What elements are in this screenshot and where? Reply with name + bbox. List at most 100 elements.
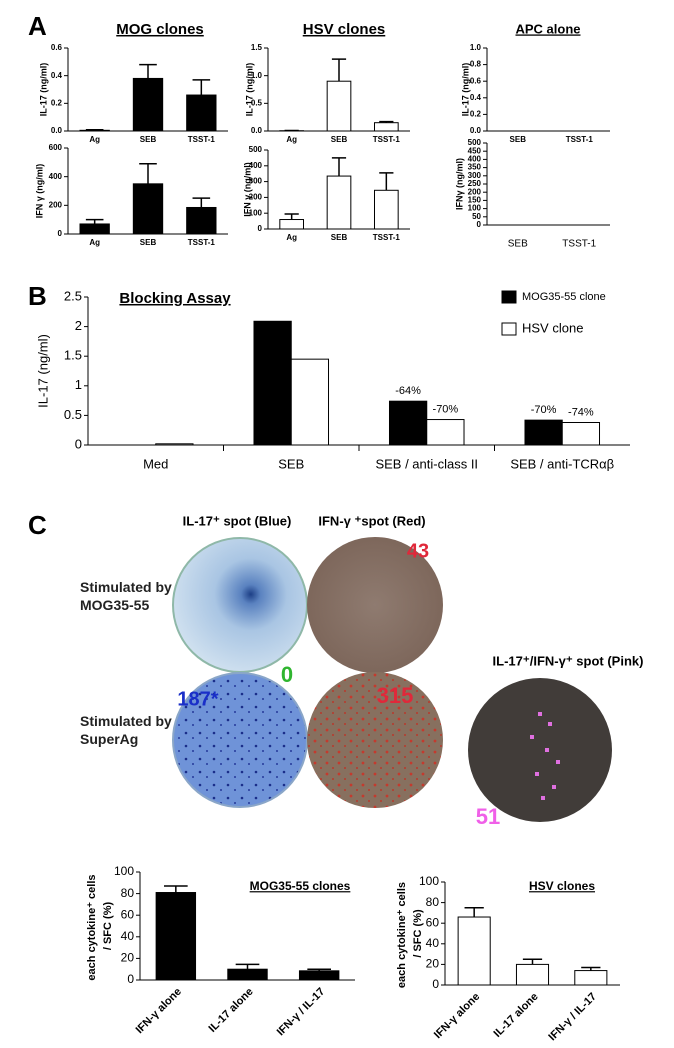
x-tick-label: Ag [89,135,100,144]
y-tick-label: 400 [49,172,63,181]
bar [253,320,292,446]
y-tick-label: 0.0 [251,126,263,135]
pink-spots [530,712,560,800]
bar [132,183,164,235]
x-tick-label: SEB [140,135,157,144]
legend-label: HSV clone [522,320,583,335]
y-tick-label: 60 [426,915,440,929]
error-bar [379,172,394,191]
x-tick-label: IFN-γ / IL-17 [275,986,328,1039]
well-image [172,537,308,673]
y-axis-label: IL-17 (ng/ml) [244,63,254,117]
error-bar [164,885,188,893]
y-tick-label: 500 [249,145,263,154]
y-tick-label: 0.0 [51,126,63,135]
y-tick-label: 0 [477,220,482,229]
y-tick-label: 0.6 [470,76,482,85]
y-axis-label: each cytokine⁺ cells / SFC (%) [396,879,424,988]
bar [186,206,217,235]
y-axis-label: IFN γ (ng/ml) [242,162,252,217]
y-tick-label: 300 [468,171,482,180]
x-tick-label: TSST-1 [188,238,216,247]
bar [426,419,465,446]
y-tick-label: 1 [75,377,82,392]
y-tick-label: 350 [468,163,482,172]
x-tick-label: SEB [508,239,528,250]
y-tick-label: 0 [432,977,439,991]
y-axis-label-line: / SFC (%) [412,909,424,958]
y-tick-label: 0.2 [51,98,63,107]
error-bar [85,129,104,131]
x-tick-label: SEB [331,233,348,242]
y-tick-label: 0 [58,229,63,238]
x-tick-label: IFN-γ alone [432,991,482,1041]
bar [298,970,340,981]
x-tick-label: TSST-1 [373,135,401,144]
y-tick-label: 40 [121,929,135,943]
error-bar [379,120,394,123]
error-bar [284,213,299,220]
legend-swatch [501,290,517,304]
spot-count: 51 [476,804,500,829]
x-tick-label: Ag [89,238,100,247]
y-tick-label: 20 [121,951,135,965]
y-tick-label: 0.5 [251,98,263,107]
x-tick-label: Med [143,456,168,471]
x-tick-label: SEB [331,135,348,144]
y-tick-label: 60 [121,907,135,921]
error-bar [192,197,211,208]
error-bar [307,968,331,971]
y-tick-label: 1.5 [251,43,263,52]
bar [374,122,399,132]
y-tick-label: 0 [127,972,134,986]
bar-annotation: -70% [433,403,459,415]
y-axis-label: IL-17 (ng/ml) [460,63,470,117]
legend-swatch [501,322,517,336]
y-tick-label: 200 [49,200,63,209]
x-tick-label: IFN-γ alone [134,986,184,1036]
well-image [307,672,443,808]
y-tick-label: 0.8 [470,60,482,69]
x-tick-label: IFN-γ / IL-17 [546,991,599,1044]
error-bar [522,958,543,965]
well-image [468,678,612,822]
y-tick-label: 100 [114,864,134,878]
spot-count: 187* [177,688,218,710]
x-tick-label: Ag [286,233,297,242]
y-axis-label: IL-17 (ng/ml) [35,334,50,408]
y-tick-label: 20 [426,957,440,971]
well-column-title: IFN-γ ⁺spot (Red) [318,513,425,528]
error-bar [85,218,104,224]
y-tick-label: 300 [249,177,263,186]
bar [457,916,491,986]
chart-title: APC alone [515,21,580,36]
x-tick-label: Ag [286,135,297,144]
x-tick-label: TSST-1 [373,233,401,242]
panel-label: A [28,11,47,41]
error-bar [331,58,347,82]
bar [561,422,601,446]
row-label: Stimulated by MOG35-55 [80,579,172,613]
y-tick-label: 400 [249,161,263,170]
x-tick-label: IL-17 alone [492,991,541,1040]
bar [374,189,399,230]
bar [155,892,197,981]
bar [326,80,352,132]
bar [132,77,164,132]
chart-title: HSV clones [529,879,595,893]
chart-title: MOG35-55 clones [250,879,351,893]
well-column-title: IL-17⁺ spot (Blue) [183,513,292,528]
y-tick-label: 100 [468,204,482,213]
well-column-title: IL-17⁺/IFN-γ⁺ spot (Pink) [493,653,644,668]
y-tick-label: 200 [249,193,263,202]
bar-annotation: -64% [395,385,421,397]
panel-label: C [28,510,47,540]
y-tick-label: 0.0 [470,126,482,135]
bar [524,419,563,446]
error-bar [139,163,157,184]
x-tick-label: IL-17 alone [207,986,256,1035]
y-axis-label: IFNγ (ng/ml) [454,158,464,210]
y-tick-label: 400 [468,155,482,164]
bar-annotation: -70% [531,404,557,416]
error-bar [331,157,347,177]
